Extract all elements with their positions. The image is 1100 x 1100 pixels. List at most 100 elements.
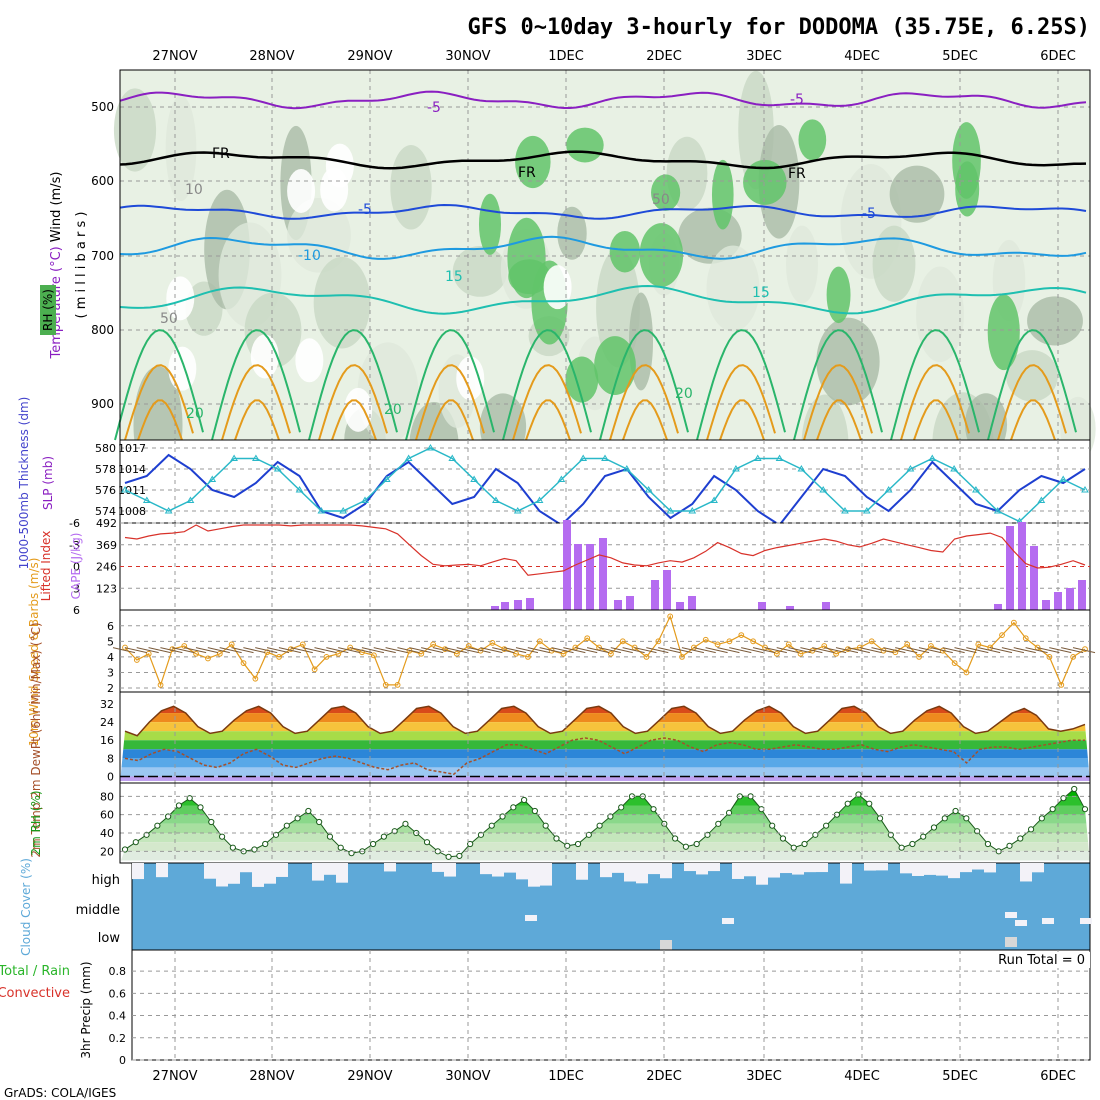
cloud-high-gap bbox=[936, 863, 948, 876]
rh-shade bbox=[785, 225, 819, 304]
cloud-high-gap bbox=[612, 863, 624, 873]
wind-barb bbox=[906, 647, 930, 654]
wind-barb bbox=[895, 647, 918, 654]
cape-bar bbox=[526, 598, 534, 610]
rh-low-shade bbox=[543, 265, 572, 310]
wind-speed-marker bbox=[667, 613, 674, 620]
blue-contour bbox=[119, 203, 1087, 220]
chart-title: GFS 0~10day 3-hourly for DODOMA (35.75E,… bbox=[467, 15, 1090, 40]
wind-barb bbox=[800, 647, 823, 654]
y-tick-label: 700 bbox=[91, 249, 114, 263]
rh-marker bbox=[704, 831, 711, 838]
rh-marker bbox=[380, 833, 387, 840]
wind-speed-marker bbox=[560, 650, 567, 657]
rh-marker bbox=[294, 815, 301, 822]
li-line bbox=[124, 524, 1086, 576]
cloud-high-gap bbox=[432, 863, 444, 872]
slp-tick-label: 1014 bbox=[118, 463, 146, 476]
wind-barb bbox=[172, 647, 195, 654]
contour-label: -5 bbox=[790, 92, 804, 108]
rh-shade bbox=[452, 245, 508, 297]
wind-speed-marker bbox=[1046, 653, 1053, 660]
y-tick-label: 600 bbox=[91, 174, 114, 188]
rh-marker bbox=[197, 804, 204, 811]
thickness-marker bbox=[884, 486, 893, 493]
temp-tick-label: 8 bbox=[107, 752, 114, 765]
wind-barb bbox=[278, 647, 302, 654]
green-contour bbox=[890, 329, 980, 441]
x-tick-label-bottom: 2DEC bbox=[646, 1069, 682, 1084]
cape-bar bbox=[758, 602, 766, 610]
rh-shade bbox=[165, 95, 197, 202]
rh-band bbox=[120, 842, 1090, 852]
cloud-high-gap bbox=[684, 863, 696, 872]
orange-contour bbox=[997, 364, 1067, 441]
rh-tick-label: 60 bbox=[100, 809, 114, 822]
rh-high-shade bbox=[651, 174, 681, 211]
wind-barb bbox=[942, 647, 965, 654]
wind-speed-marker bbox=[975, 641, 982, 648]
cloud-high-gap bbox=[816, 863, 828, 873]
rh-high-shade bbox=[566, 127, 604, 163]
wind-speed-marker bbox=[928, 643, 934, 649]
wind-barb bbox=[504, 647, 527, 654]
rh-high-shade bbox=[639, 223, 684, 287]
y-tick-label: 500 bbox=[91, 100, 114, 114]
slp-tick-label: 1011 bbox=[118, 484, 146, 497]
cape-bar bbox=[1042, 600, 1050, 610]
wind-speed-marker bbox=[133, 657, 140, 663]
cloud-high-gap bbox=[636, 863, 648, 884]
precip-tick-label: 0.2 bbox=[109, 1032, 127, 1045]
rh-high-shade bbox=[565, 356, 599, 403]
cloud-high-gap bbox=[912, 863, 924, 876]
rh-high-shade bbox=[609, 230, 641, 273]
rh-marker bbox=[672, 835, 679, 842]
thickness-marker bbox=[928, 454, 937, 461]
x-tick-label-bottom: 4DEC bbox=[844, 1069, 880, 1084]
cape-bar bbox=[1054, 592, 1062, 610]
cloud-high-gap bbox=[156, 863, 168, 878]
wind-barb bbox=[314, 647, 337, 654]
thickness-marker bbox=[382, 475, 391, 482]
rh-marker bbox=[423, 839, 431, 846]
rh-marker bbox=[316, 818, 323, 826]
rh-marker bbox=[488, 822, 495, 829]
wind-speed-marker bbox=[1070, 653, 1077, 660]
dewpt-line bbox=[124, 737, 1085, 775]
thickness-marker bbox=[121, 486, 129, 493]
wind-barb bbox=[184, 647, 207, 654]
thickness-marker bbox=[819, 486, 828, 493]
thickness-marker bbox=[142, 496, 151, 503]
wind-speed-marker bbox=[916, 653, 922, 660]
run-total-bg bbox=[975, 952, 1090, 968]
wind-speed-marker bbox=[643, 653, 650, 660]
cloud-high-gap bbox=[480, 863, 492, 875]
rh-shade bbox=[313, 256, 371, 349]
x-tick-label-top: 27NOV bbox=[152, 49, 197, 64]
contour-label: 10 bbox=[185, 182, 203, 198]
wind-speed-marker bbox=[288, 646, 294, 653]
precip-axis-label: 3hr Precip (mm) bbox=[79, 961, 93, 1058]
rh-band bbox=[120, 823, 1090, 833]
rh-high-shade bbox=[826, 266, 851, 324]
x-tick-label-bottom: 28NOV bbox=[249, 1069, 294, 1084]
cloud-frame bbox=[131, 862, 1091, 951]
x-tick-label-bottom: 29NOV bbox=[347, 1069, 392, 1084]
wind-speed-marker bbox=[430, 641, 437, 648]
orange-contour bbox=[221, 364, 291, 441]
rh-marker bbox=[974, 828, 981, 835]
slp-axis-label-right: SLP (mb) bbox=[41, 456, 55, 510]
rh-marker bbox=[812, 831, 819, 838]
thick-label: 1000-500mb Thickness (dm) bbox=[17, 397, 31, 570]
rh-shade bbox=[596, 248, 640, 368]
precip-tick-label: 0.4 bbox=[109, 1010, 127, 1023]
rh-shade bbox=[390, 145, 432, 230]
wind-label: Wind (m/s) bbox=[49, 172, 64, 243]
precip-conv-label: Convective bbox=[0, 986, 70, 1001]
precip-total-label: Total / Rain bbox=[0, 964, 70, 979]
cloud-high-gap bbox=[960, 863, 972, 873]
orange-contour bbox=[913, 399, 959, 441]
rh-shade bbox=[872, 225, 916, 302]
wind-speed-marker bbox=[619, 638, 626, 645]
precip-tick-label: 0.6 bbox=[109, 987, 127, 1000]
